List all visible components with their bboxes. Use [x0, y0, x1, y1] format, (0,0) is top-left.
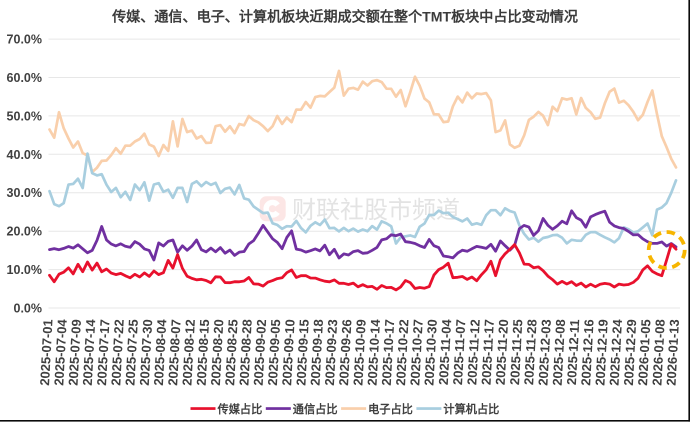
svg-text:2025-09-26: 2025-09-26	[336, 319, 354, 386]
svg-text:2025-11-17: 2025-11-17	[478, 319, 496, 385]
svg-text:2026-01-08: 2026-01-08	[649, 319, 667, 386]
svg-text:10.0%: 10.0%	[7, 263, 42, 277]
svg-text:2026-01-05: 2026-01-05	[635, 319, 653, 386]
svg-text:50.0%: 50.0%	[7, 109, 42, 123]
svg-text:2025-07-17: 2025-07-17	[94, 319, 112, 386]
svg-text:2025-12-11: 2025-12-11	[564, 319, 582, 385]
svg-text:2025-07-01: 2025-07-01	[37, 319, 55, 386]
svg-text:2025-08-20: 2025-08-20	[208, 319, 226, 386]
svg-text:2025-11-07: 2025-11-07	[450, 319, 468, 385]
svg-text:电子占比: 电子占比	[368, 402, 413, 416]
svg-text:2025-08-25: 2025-08-25	[222, 319, 240, 386]
svg-text:30.0%: 30.0%	[7, 186, 42, 200]
svg-text:2025-08-28: 2025-08-28	[236, 319, 254, 386]
svg-text:0.0%: 0.0%	[14, 302, 43, 316]
svg-text:2025-08-12: 2025-08-12	[179, 319, 197, 386]
svg-text:2025-10-30: 2025-10-30	[421, 319, 439, 386]
svg-text:2025-10-22: 2025-10-22	[393, 319, 411, 386]
svg-text:2025-07-14: 2025-07-14	[80, 318, 98, 386]
svg-text:2025-07-04: 2025-07-04	[51, 318, 69, 386]
svg-text:2025-12-16: 2025-12-16	[578, 319, 596, 386]
svg-text:2025-07-25: 2025-07-25	[122, 319, 140, 386]
svg-text:2025-08-07: 2025-08-07	[165, 319, 183, 386]
svg-text:2025-12-29: 2025-12-29	[621, 319, 639, 386]
svg-text:2025-09-18: 2025-09-18	[308, 319, 326, 386]
svg-text:2025-07-09: 2025-07-09	[66, 319, 84, 386]
svg-text:2025-09-02: 2025-09-02	[251, 319, 269, 386]
svg-text:2025-12-19: 2025-12-19	[592, 319, 610, 386]
svg-text:2025-10-09: 2025-10-09	[350, 319, 368, 386]
svg-text:2025-09-15: 2025-09-15	[293, 319, 311, 386]
svg-text:40.0%: 40.0%	[7, 148, 42, 162]
svg-text:2025-11-04: 2025-11-04	[436, 318, 454, 385]
svg-text:2025-12-03: 2025-12-03	[535, 319, 553, 386]
svg-text:2025-09-10: 2025-09-10	[279, 319, 297, 386]
svg-text:2025-11-25: 2025-11-25	[507, 319, 525, 385]
svg-text:20.0%: 20.0%	[7, 225, 42, 239]
svg-text:2025-12-24: 2025-12-24	[607, 318, 625, 386]
svg-text:2025-10-27: 2025-10-27	[407, 319, 425, 386]
svg-text:2025-07-30: 2025-07-30	[137, 319, 155, 386]
svg-text:2025-12-08: 2025-12-08	[550, 319, 568, 386]
svg-text:2025-11-20: 2025-11-20	[493, 319, 511, 385]
svg-text:2026-01-13: 2026-01-13	[664, 319, 682, 386]
svg-text:2025-10-14: 2025-10-14	[365, 318, 383, 386]
svg-text:财联社股市频道: 财联社股市频道	[292, 197, 460, 224]
svg-text:2025-09-23: 2025-09-23	[322, 319, 340, 386]
svg-text:通信占比: 通信占比	[293, 402, 338, 416]
svg-text:60.0%: 60.0%	[7, 71, 42, 85]
svg-text:传媒占比: 传媒占比	[217, 402, 263, 416]
svg-text:2025-08-04: 2025-08-04	[151, 318, 169, 386]
svg-text:传媒、通信、电子、计算机板块近期成交额在整个TMT板块中占比: 传媒、通信、电子、计算机板块近期成交额在整个TMT板块中占比变动情况	[111, 8, 578, 24]
svg-text:2025-11-12: 2025-11-12	[464, 319, 482, 385]
svg-text:70.0%: 70.0%	[7, 33, 42, 47]
svg-text:2025-07-22: 2025-07-22	[108, 319, 126, 386]
svg-text:2025-09-05: 2025-09-05	[265, 319, 283, 386]
svg-text:2025-10-17: 2025-10-17	[379, 319, 397, 386]
svg-text:2025-08-15: 2025-08-15	[194, 319, 212, 386]
svg-text:2025-11-28: 2025-11-28	[521, 319, 539, 385]
svg-text:计算机占比: 计算机占比	[443, 402, 499, 416]
